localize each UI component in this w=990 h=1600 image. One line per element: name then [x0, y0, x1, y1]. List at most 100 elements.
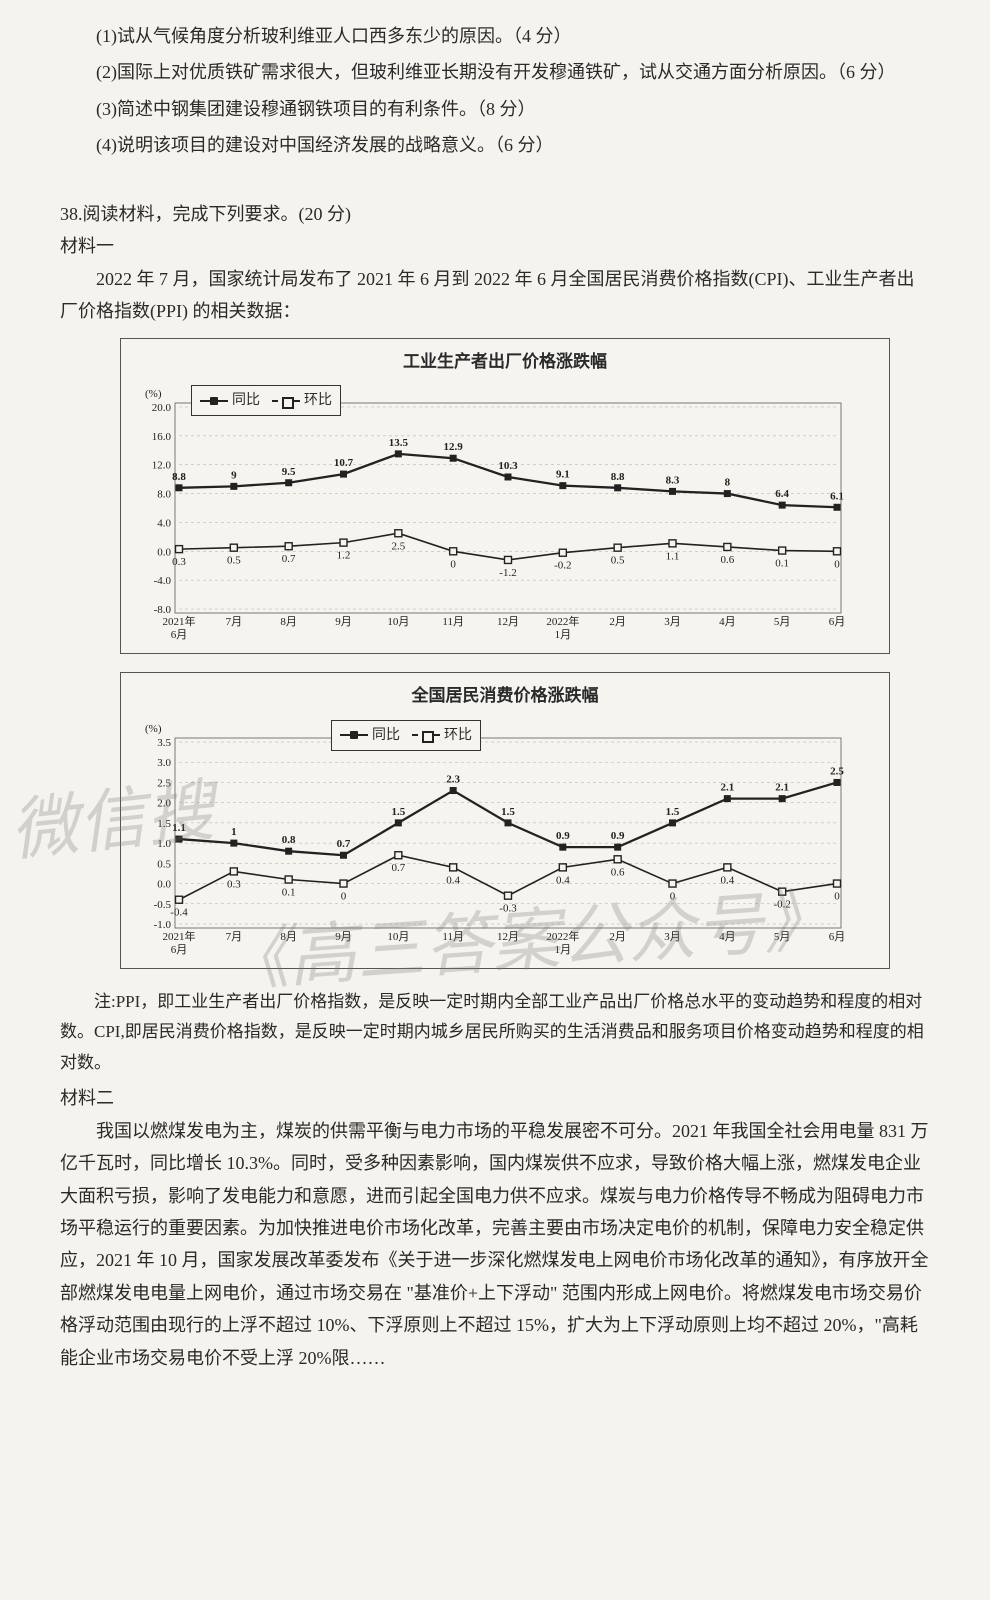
- chart2-legend: 同比 环比: [331, 720, 481, 751]
- q37-part1: (1)试从气候角度分析玻利维亚人口西多东少的原因。（4 分）: [96, 20, 930, 52]
- svg-text:-0.2: -0.2: [554, 560, 571, 572]
- svg-text:0.7: 0.7: [337, 838, 351, 850]
- svg-text:4.0: 4.0: [157, 518, 171, 530]
- svg-text:8.0: 8.0: [157, 489, 171, 501]
- svg-text:3.5: 3.5: [157, 737, 171, 749]
- svg-text:7月: 7月: [226, 616, 243, 628]
- svg-text:0: 0: [450, 558, 456, 570]
- svg-text:6月: 6月: [171, 629, 188, 641]
- svg-text:0.0: 0.0: [157, 878, 171, 890]
- chart2-legend2: 环比: [444, 723, 472, 748]
- svg-text:11月: 11月: [442, 931, 464, 943]
- svg-text:0.6: 0.6: [611, 866, 625, 878]
- svg-text:1.5: 1.5: [501, 806, 515, 818]
- svg-text:1.5: 1.5: [666, 806, 680, 818]
- svg-text:2.3: 2.3: [446, 773, 460, 785]
- svg-text:2021年: 2021年: [163, 614, 196, 628]
- svg-text:4月: 4月: [719, 616, 736, 628]
- svg-text:-8.0: -8.0: [154, 604, 172, 616]
- chart1-plot: 同比 环比 -8.0-4.00.04.08.012.016.020.0(%)20…: [131, 379, 879, 649]
- svg-text:0.9: 0.9: [611, 830, 625, 842]
- svg-text:-0.4: -0.4: [170, 906, 188, 918]
- svg-text:3月: 3月: [664, 931, 681, 943]
- chart-footnote: 注:PPI，即工业生产者出厂价格指数，是反映一定时期内全部工业产品出厂价格总水平…: [60, 987, 930, 1079]
- svg-text:8月: 8月: [280, 931, 297, 943]
- svg-text:1.2: 1.2: [337, 550, 351, 562]
- svg-text:12.0: 12.0: [152, 460, 172, 472]
- svg-text:-1.2: -1.2: [499, 567, 516, 579]
- svg-text:8.3: 8.3: [666, 475, 680, 487]
- svg-text:3月: 3月: [664, 616, 681, 628]
- svg-text:12月: 12月: [497, 931, 519, 943]
- q38-stem: 38.阅读材料，完成下列要求。(20 分): [60, 198, 930, 230]
- svg-text:13.5: 13.5: [389, 437, 409, 449]
- legend-marker-solid-icon: [340, 734, 368, 736]
- svg-text:3.0: 3.0: [157, 757, 171, 769]
- svg-text:8月: 8月: [280, 616, 297, 628]
- q38-material1-label: 材料一: [60, 230, 930, 262]
- svg-text:12月: 12月: [497, 616, 519, 628]
- chart1-legend1: 同比: [232, 388, 260, 413]
- svg-text:1.5: 1.5: [157, 818, 171, 830]
- svg-text:2022年: 2022年: [546, 614, 579, 628]
- svg-text:0.4: 0.4: [556, 874, 570, 886]
- chart1-svg: -8.0-4.00.04.08.012.016.020.0(%)2021年6月7…: [131, 379, 851, 649]
- svg-text:6.1: 6.1: [830, 490, 844, 502]
- svg-text:0.3: 0.3: [172, 556, 186, 568]
- svg-text:-0.2: -0.2: [773, 898, 790, 910]
- svg-text:6月: 6月: [829, 931, 846, 943]
- q38-material1-paragraph: 2022 年 7 月，国家统计局发布了 2021 年 6 月到 2022 年 6…: [60, 263, 930, 328]
- svg-text:8.8: 8.8: [172, 471, 186, 483]
- chart2-legend1: 同比: [372, 723, 400, 748]
- svg-text:2月: 2月: [609, 931, 626, 943]
- svg-text:20.0: 20.0: [152, 402, 172, 414]
- svg-text:5月: 5月: [774, 931, 791, 943]
- svg-text:(%): (%): [145, 388, 162, 400]
- svg-text:10月: 10月: [387, 616, 409, 628]
- svg-text:1.1: 1.1: [666, 550, 680, 562]
- svg-text:6月: 6月: [171, 944, 188, 956]
- svg-text:9.5: 9.5: [282, 466, 296, 478]
- svg-text:0.5: 0.5: [611, 555, 625, 567]
- svg-text:0: 0: [341, 890, 347, 902]
- svg-text:(%): (%): [145, 723, 162, 735]
- svg-text:0.5: 0.5: [157, 858, 171, 870]
- q37-part4: (4)说明该项目的建设对中国经济发展的战略意义。（6 分）: [96, 129, 930, 161]
- svg-text:8.8: 8.8: [611, 471, 625, 483]
- chart1-title: 工业生产者出厂价格涨跌幅: [131, 347, 879, 378]
- legend-marker-hollow-icon: [272, 400, 300, 402]
- svg-text:16.0: 16.0: [152, 431, 172, 443]
- legend-marker-hollow-icon: [412, 734, 440, 736]
- svg-text:1月: 1月: [555, 629, 572, 641]
- svg-text:0.7: 0.7: [391, 862, 405, 874]
- svg-text:2.5: 2.5: [157, 777, 171, 789]
- svg-text:10.3: 10.3: [498, 460, 518, 472]
- svg-text:2.1: 2.1: [720, 781, 734, 793]
- svg-text:1月: 1月: [555, 944, 572, 956]
- svg-text:2.0: 2.0: [157, 797, 171, 809]
- svg-text:2022年: 2022年: [546, 929, 579, 943]
- svg-text:5月: 5月: [774, 616, 791, 628]
- q37-part2: (2)国际上对优质铁矿需求很大，但玻利维亚长期没有开发穆通铁矿，试从交通方面分析…: [96, 56, 930, 88]
- svg-text:-1.0: -1.0: [154, 919, 172, 931]
- svg-text:9: 9: [231, 469, 237, 481]
- svg-text:12.9: 12.9: [444, 441, 464, 453]
- svg-text:0.5: 0.5: [227, 555, 241, 567]
- svg-text:0.7: 0.7: [282, 553, 296, 565]
- chart2-container: 全国居民消费价格涨跌幅 同比 环比 -1.0-0.50.00.51.01.52.…: [120, 672, 890, 969]
- svg-text:1: 1: [231, 826, 237, 838]
- chart1-legend: 同比 环比: [191, 385, 341, 416]
- svg-text:2021年: 2021年: [163, 929, 196, 943]
- svg-text:6月: 6月: [829, 616, 846, 628]
- svg-text:0.6: 0.6: [720, 554, 734, 566]
- svg-text:10.7: 10.7: [334, 457, 354, 469]
- chart2-svg: -1.0-0.50.00.51.01.52.02.53.03.5(%)2021年…: [131, 714, 851, 964]
- svg-text:9月: 9月: [335, 931, 352, 943]
- chart2-title: 全国居民消费价格涨跌幅: [131, 681, 879, 712]
- svg-text:1.0: 1.0: [157, 838, 171, 850]
- svg-text:9.1: 9.1: [556, 469, 570, 481]
- q38-material2-label: 材料二: [60, 1082, 930, 1114]
- svg-text:0.8: 0.8: [282, 834, 296, 846]
- svg-text:0: 0: [834, 890, 840, 902]
- svg-text:7月: 7月: [226, 931, 243, 943]
